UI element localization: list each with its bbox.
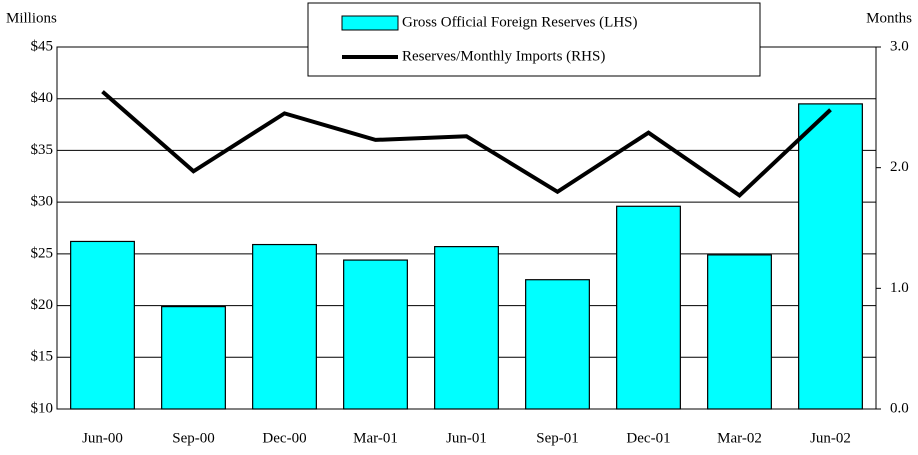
legend-box <box>307 2 761 77</box>
x-tick-label: Jun-02 <box>810 430 851 446</box>
y-tick-label: $10 <box>31 400 54 416</box>
y-tick-label: $20 <box>31 297 54 313</box>
x-tick-label: Jun-01 <box>446 430 487 446</box>
x-tick-label: Dec-00 <box>262 430 306 446</box>
legend-swatch <box>341 15 399 31</box>
bar <box>616 205 681 410</box>
y-tick-label: $25 <box>31 245 54 261</box>
y-tick-label: $35 <box>31 142 54 158</box>
y-tick-label: $15 <box>31 349 54 365</box>
y-tick-label: $30 <box>31 194 54 210</box>
legend-label: Reserves/Monthly Imports (RHS) <box>402 48 605 64</box>
x-tick-label: Dec-01 <box>626 430 670 446</box>
y2-tick-label: 2.0 <box>890 159 909 175</box>
legend-label: Gross Official Foreign Reserves (LHS) <box>402 14 638 30</box>
y-tick-label: $40 <box>31 90 54 106</box>
bar <box>252 243 317 410</box>
x-tick-label: Sep-00 <box>172 430 215 446</box>
y-tick-label: $45 <box>31 38 54 54</box>
x-tick-label: Jun-00 <box>82 430 123 446</box>
bar <box>798 103 863 410</box>
y2-tick-label: 0.0 <box>890 400 909 416</box>
bar <box>525 279 590 410</box>
bar <box>434 246 499 410</box>
x-tick-label: Mar-01 <box>353 430 398 446</box>
x-tick-label: Mar-02 <box>717 430 762 446</box>
y2-tick-label: 1.0 <box>890 280 909 296</box>
y2-tick-label: 3.0 <box>890 38 909 54</box>
y-axis-label: Millions <box>6 10 57 26</box>
y2-axis-label: Months <box>866 10 912 26</box>
bar <box>343 259 408 410</box>
bar <box>707 254 772 410</box>
line <box>101 90 832 198</box>
bar <box>70 240 135 410</box>
bar <box>161 306 226 410</box>
x-tick-label: Sep-01 <box>536 430 579 446</box>
